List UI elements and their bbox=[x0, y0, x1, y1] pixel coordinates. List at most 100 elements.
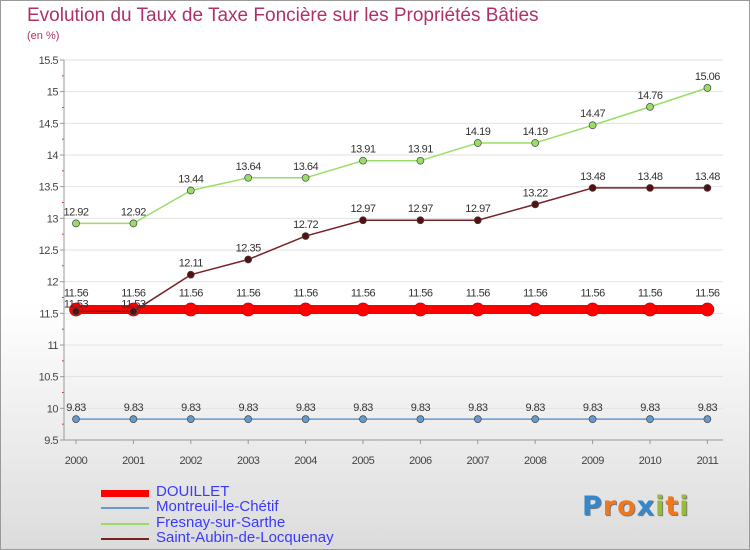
y-tick-label: 10.5 bbox=[39, 372, 59, 384]
x-tick-label: 2003 bbox=[237, 455, 260, 467]
data-label: 15.06 bbox=[695, 71, 720, 83]
data-point bbox=[186, 415, 195, 423]
data-label: 9.83 bbox=[66, 402, 86, 414]
logo-letter: o bbox=[617, 491, 637, 522]
data-point bbox=[72, 219, 80, 228]
data-point bbox=[703, 415, 712, 423]
data-label: 11.56 bbox=[236, 288, 261, 300]
data-point bbox=[183, 302, 198, 317]
y-tick-label: 10 bbox=[47, 403, 59, 415]
data-point bbox=[473, 216, 482, 225]
y-tick-label: 11.5 bbox=[39, 308, 58, 320]
data-point bbox=[186, 186, 195, 195]
data-label: 9.83 bbox=[583, 402, 603, 414]
data-point bbox=[359, 216, 367, 225]
data-label: 13.22 bbox=[523, 187, 548, 199]
data-point bbox=[129, 415, 138, 423]
data-point bbox=[643, 302, 657, 317]
data-label: 14.47 bbox=[580, 108, 605, 120]
data-label: 13.48 bbox=[637, 171, 662, 183]
data-point bbox=[703, 84, 712, 92]
y-tick-label: 12 bbox=[47, 277, 59, 289]
data-point bbox=[301, 415, 310, 423]
data-point bbox=[416, 156, 425, 165]
data-point bbox=[129, 307, 138, 316]
data-point bbox=[301, 173, 310, 182]
logo-letter: P bbox=[582, 491, 603, 522]
data-point bbox=[588, 121, 597, 130]
data-label: 9.83 bbox=[353, 402, 373, 414]
x-tick-label: 2010 bbox=[639, 455, 662, 467]
data-label: 9.83 bbox=[698, 402, 718, 414]
data-label: 12.97 bbox=[465, 203, 490, 215]
data-point bbox=[531, 415, 540, 423]
data-point bbox=[301, 232, 310, 240]
data-label: 9.83 bbox=[525, 402, 545, 414]
data-point bbox=[72, 415, 80, 423]
logo-letter: i bbox=[679, 491, 690, 522]
data-point bbox=[703, 184, 712, 192]
data-label: 11.56 bbox=[695, 288, 720, 300]
data-point bbox=[356, 302, 370, 317]
y-tick-label: 14 bbox=[47, 150, 59, 162]
line-chart: 9.5 10 10.5 11 11.5 12 12.5 13 13.5 14 14.5 15 15.5 2… bbox=[39, 55, 723, 467]
y-tick-label: 15 bbox=[47, 87, 59, 99]
data-point bbox=[646, 184, 654, 192]
data-label: 11.56 bbox=[179, 288, 204, 300]
data-label: 12.72 bbox=[293, 219, 318, 231]
y-tick-label: 11 bbox=[48, 340, 59, 352]
data-label: 11.56 bbox=[638, 288, 663, 300]
legend-item: Saint-Aubin-de-Locquenay bbox=[101, 529, 401, 547]
y-tick-label: 13.5 bbox=[39, 182, 59, 194]
logo-letter: t bbox=[665, 491, 680, 522]
data-point bbox=[528, 302, 543, 317]
y-tick-label: 12.5 bbox=[39, 245, 59, 257]
data-label: 9.83 bbox=[640, 402, 660, 414]
data-point bbox=[244, 415, 253, 423]
data-point bbox=[473, 139, 482, 147]
data-point bbox=[646, 415, 654, 423]
data-point bbox=[531, 200, 540, 209]
proxiti-logo: Proxiti bbox=[582, 491, 690, 522]
legend-swatch bbox=[101, 507, 149, 509]
data-label: 9.83 bbox=[296, 402, 316, 414]
data-point bbox=[241, 302, 256, 317]
data-label: 11.53 bbox=[64, 298, 89, 310]
data-label: 11.56 bbox=[293, 288, 318, 300]
data-label: 11.56 bbox=[121, 288, 146, 300]
data-point bbox=[413, 302, 428, 317]
data-point bbox=[588, 184, 597, 192]
data-label: 13.48 bbox=[695, 171, 720, 183]
data-label: 13.48 bbox=[580, 171, 605, 183]
data-label: 12.35 bbox=[236, 243, 261, 255]
y-tick-label: 13 bbox=[47, 213, 59, 225]
series-line-3 bbox=[75, 187, 709, 313]
data-label: 9.83 bbox=[468, 402, 488, 414]
data-point bbox=[473, 415, 482, 423]
chart-unit-label: (en %) bbox=[27, 30, 60, 42]
data-point bbox=[646, 103, 654, 111]
data-point bbox=[186, 270, 195, 279]
legend-item: Montreuil-le-Chétif bbox=[101, 498, 401, 516]
legend-item: Fresnay-sur-Sarthe bbox=[101, 514, 401, 532]
logo-letter: i bbox=[655, 491, 666, 522]
data-label: 11.53 bbox=[121, 298, 146, 310]
data-label: 12.92 bbox=[63, 206, 88, 218]
data-point bbox=[244, 255, 253, 264]
x-tick-label: 2002 bbox=[180, 455, 203, 467]
logo-letter: r bbox=[602, 491, 618, 522]
data-label: 9.83 bbox=[124, 402, 144, 414]
legend-swatch bbox=[101, 538, 149, 540]
legend-swatch bbox=[101, 489, 149, 497]
legend-label: Fresnay-sur-Sarthe bbox=[156, 514, 286, 531]
data-point bbox=[244, 173, 253, 182]
legend-swatch bbox=[101, 523, 149, 525]
data-label: 11.56 bbox=[580, 288, 605, 300]
x-tick-label: 2005 bbox=[352, 455, 375, 467]
data-label: 11.56 bbox=[466, 288, 491, 300]
legend-label: DOUILLET bbox=[156, 483, 230, 500]
data-point bbox=[416, 415, 425, 423]
x-tick-label: 2008 bbox=[524, 455, 547, 467]
y-tick-label: 9.5 bbox=[44, 435, 58, 447]
